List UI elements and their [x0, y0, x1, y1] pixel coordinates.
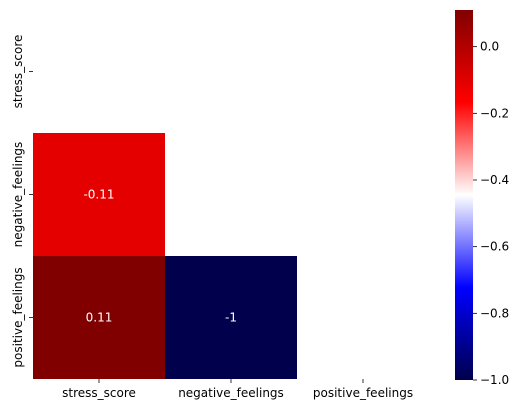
colorbar-tick-label: −0.8	[480, 306, 509, 320]
x-tick-label: negative_feelings	[178, 386, 284, 400]
y-tick-label: positive_feelings	[11, 267, 25, 367]
colorbar-tick-label: 0.0	[480, 40, 499, 54]
colorbar-tick-label: −0.4	[480, 173, 509, 187]
heatmap-cell-negative_feelings-stress_score	[33, 133, 165, 256]
colorbar-gradient	[455, 10, 473, 380]
x-axis-ticks: stress_score negative_feelings positive_fe…	[62, 379, 413, 400]
heatmap-cells: -0.11 0.11 -1	[33, 133, 297, 379]
cell-value-label: -1	[225, 311, 237, 325]
colorbar-tick-label: −0.6	[480, 240, 509, 254]
colorbar-tick-label: −1.0	[480, 373, 509, 387]
cell-value-label: -0.11	[83, 188, 114, 202]
y-tick-label: negative_feelings	[11, 142, 25, 248]
cell-value-label: 0.11	[86, 311, 113, 325]
y-tick-label: stress_score	[11, 35, 25, 109]
y-axis-ticks: stress_score negative_feelings positive_fe…	[11, 35, 33, 368]
colorbar-tick-label: −0.2	[480, 106, 509, 120]
x-tick-label: stress_score	[62, 386, 136, 400]
heatmap-cell-positive_feelings-negative_feelings	[165, 256, 297, 379]
colorbar: 0.0 −0.2 −0.4 −0.6 −0.8 −1.0	[455, 10, 509, 387]
heatmap-cell-positive_feelings-stress_score	[33, 256, 165, 379]
x-tick-label: positive_feelings	[313, 386, 413, 400]
